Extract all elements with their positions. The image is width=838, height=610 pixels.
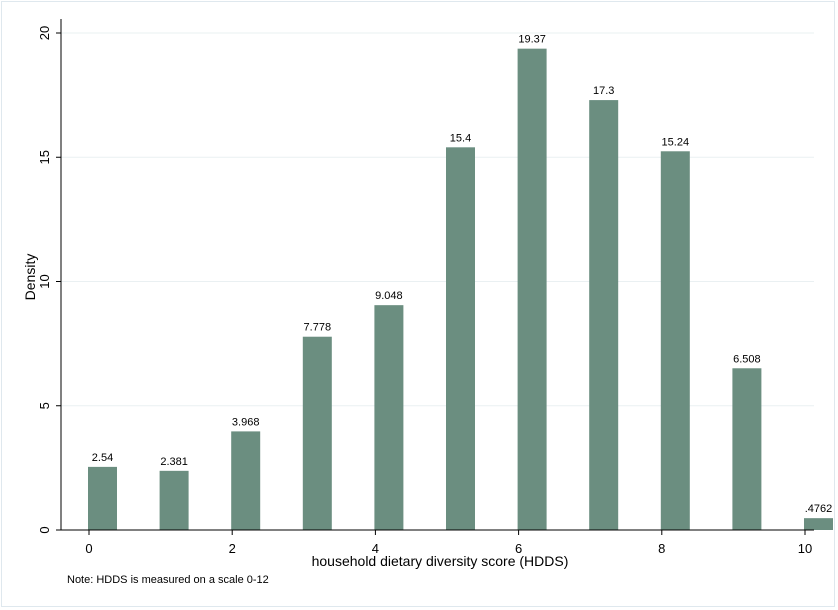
data-label: 7.778 [304,322,332,334]
chart-note: Note: HDDS is measured on a scale 0-12 [67,574,269,586]
data-label: 15.4 [450,132,471,144]
data-label: 2.54 [92,452,113,464]
x-tick-label: 6 [515,541,522,556]
bar [231,431,261,530]
bar [660,151,690,530]
y-tick-label: 0 [37,526,52,533]
x-tick-label: 10 [798,541,812,556]
data-label: 9.048 [375,290,403,302]
data-label: 2.381 [160,456,188,468]
y-tick-label: 15 [37,150,52,164]
bar [732,368,762,530]
y-axis-title: Density [22,254,38,301]
x-tick-label: 0 [85,541,92,556]
x-tick-label: 2 [229,541,236,556]
bars-group [88,48,833,531]
bar [804,518,833,530]
bar [589,100,619,530]
data-label: 6.508 [733,353,761,365]
x-tick-label: 8 [658,541,665,556]
grid-lines [61,32,814,407]
x-axis-title: household dietary diversity score (HDDS) [312,553,569,569]
y-tick-label: 5 [37,402,52,409]
bar [88,466,117,530]
bar [374,305,404,530]
y-tick-label: 10 [37,274,52,288]
bar [517,48,547,531]
data-label: .4762 [805,503,833,515]
data-label: 19.37 [518,34,546,46]
y-tick-label: 20 [37,26,52,40]
data-labels-group: 2.54 2.381 3.968 7.778 9.048 15.4 19.37 17.3 15.… [92,34,832,516]
data-label: 17.3 [593,85,614,97]
axes-group: 0 5 10 15 20 0 2 4 6 8 10 [37,19,814,556]
bar [446,147,475,530]
x-tick-label: 4 [372,541,379,556]
data-label: 3.968 [232,416,260,428]
bar [159,470,189,530]
bar [302,336,332,530]
data-label: 15.24 [662,136,690,148]
